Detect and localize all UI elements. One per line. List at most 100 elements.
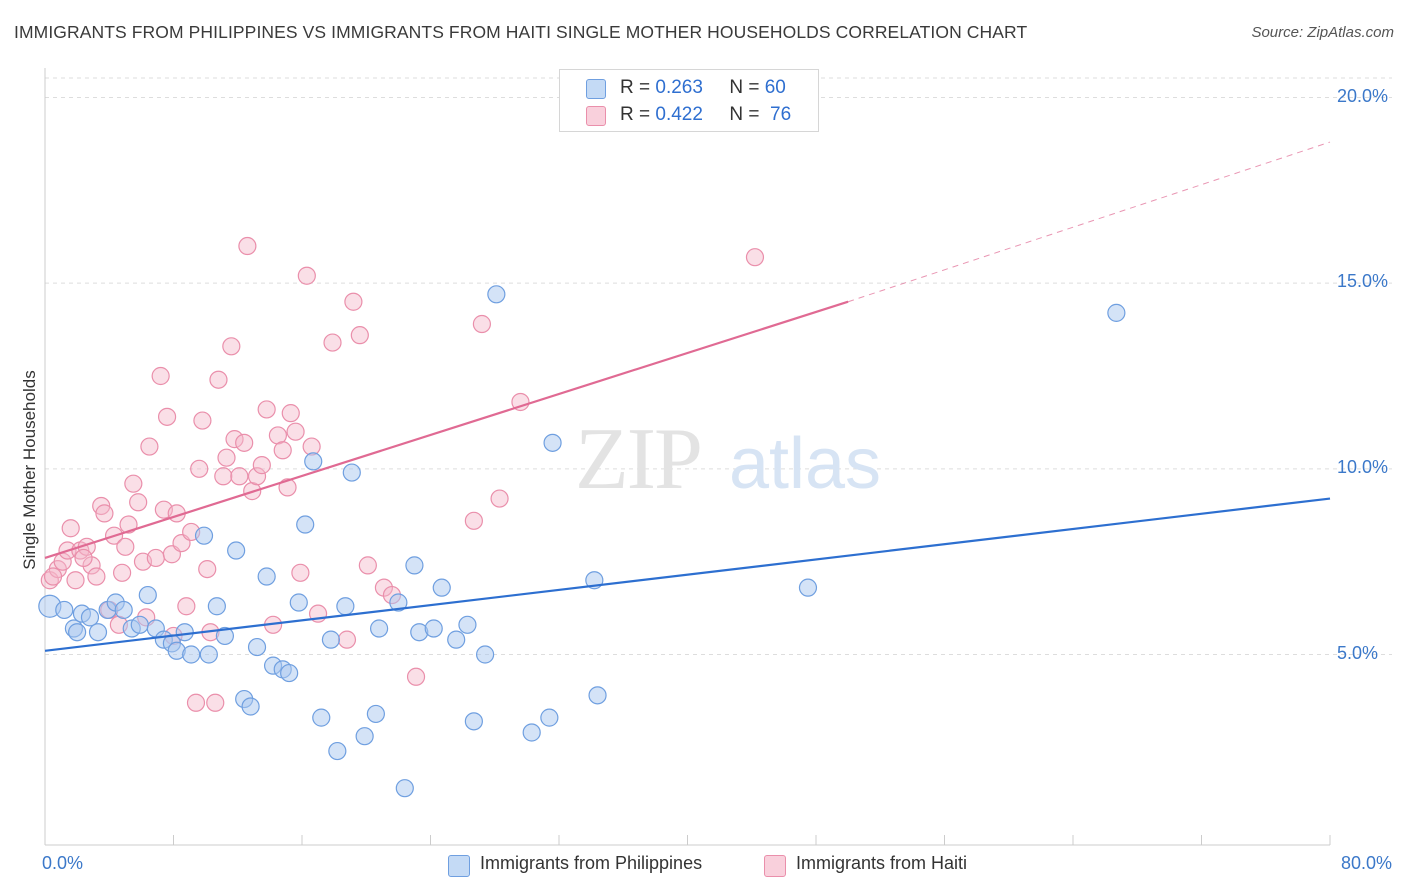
haiti-point (358, 556, 377, 575)
haiti-point (43, 567, 63, 586)
x-tick-label: 0.0% (42, 853, 84, 873)
legend-swatch-philippines (586, 79, 606, 99)
haiti-point (198, 559, 217, 579)
philippines-point (432, 578, 451, 597)
haiti-point (116, 537, 135, 556)
philippines-point (464, 712, 483, 731)
philippines-point (296, 515, 315, 534)
philippines-point (424, 619, 443, 638)
haiti-point (129, 493, 148, 512)
haiti-point (157, 407, 177, 426)
grid-layer (45, 77, 1392, 655)
haiti-point (146, 548, 165, 568)
philippines-point (114, 600, 133, 620)
philippines-point (342, 463, 361, 482)
haiti-point (151, 366, 170, 386)
haiti-point (214, 467, 233, 486)
y-tick-label: 10.0% (1337, 456, 1389, 477)
haiti-trend-extension (847, 141, 1331, 303)
correlation-legend: R = 0.263 N = 60 R = 0.422 N = 76 (559, 69, 819, 132)
haiti-point (95, 504, 114, 523)
philippines-point (336, 597, 355, 616)
philippines-point (543, 433, 562, 452)
philippines-point (175, 623, 194, 642)
legend-r-haiti: 0.422 (655, 104, 703, 125)
haiti-point (278, 478, 297, 497)
philippines-point (280, 663, 299, 683)
haiti-point (745, 248, 765, 267)
philippines-point (88, 623, 108, 642)
haiti-trend-line (44, 300, 849, 560)
philippines-point (55, 600, 74, 620)
philippines-trend-line (44, 497, 1331, 652)
chart-title: IMMIGRANTS FROM PHILIPPINES VS IMMIGRANT… (14, 22, 1028, 42)
legend-r-philippines: 0.263 (655, 77, 703, 98)
philippines-point (247, 637, 267, 657)
source-label: Source: ZipAtlas.com (1251, 24, 1394, 41)
haiti-point (190, 459, 209, 478)
haiti-point (472, 314, 491, 334)
philippines-point (130, 615, 149, 634)
haiti-point (252, 456, 271, 475)
series-name-haiti: Immigrants from Haiti (796, 853, 968, 873)
haiti-point (286, 422, 305, 441)
haiti-point (235, 433, 254, 452)
haiti-point (225, 430, 244, 449)
philippines-point (199, 645, 218, 664)
haiti-point (230, 467, 249, 486)
watermark: ZIP atlas (575, 411, 881, 508)
trend-lines (44, 141, 1331, 652)
philippines-point (355, 727, 374, 746)
haiti-point (297, 266, 316, 285)
haiti-point (511, 392, 530, 412)
haiti-point (61, 519, 80, 538)
haiti-point (193, 411, 212, 430)
philippines-point (476, 645, 495, 664)
haiti-point (124, 474, 143, 493)
philippines-point (1107, 303, 1126, 322)
series-legend: Immigrants from Philippines Immigrants f… (0, 852, 1406, 878)
haiti-point (323, 333, 342, 352)
philippines-point (366, 704, 385, 724)
legend-r-label: R = (620, 77, 651, 98)
y-tick-label: 20.0% (1337, 85, 1389, 106)
philippines-point (80, 608, 100, 627)
philippines-point (447, 630, 466, 649)
legend-swatch-haiti (586, 106, 606, 126)
philippines-point (321, 630, 341, 649)
series-swatch-haiti (764, 855, 786, 877)
y-tick-label: 5.0% (1337, 642, 1379, 663)
legend-n-label: N = (729, 104, 760, 125)
haiti-point (222, 337, 241, 356)
philippines-point (215, 626, 234, 646)
haiti-point (464, 511, 483, 530)
haiti-point (291, 563, 310, 582)
y-axis-label: Single Mother Households (20, 370, 39, 570)
philippines-point (241, 697, 260, 716)
haiti-point (209, 370, 228, 389)
x-tick-label: 80.0% (1340, 853, 1392, 873)
philippines-point (389, 593, 408, 612)
philippines-points (38, 285, 1126, 798)
haiti-point (217, 448, 236, 467)
haiti-point (238, 236, 257, 256)
philippines-point (138, 585, 157, 605)
series-swatch-philippines (448, 855, 470, 877)
haiti-point (337, 630, 357, 649)
philippines-point (328, 741, 347, 761)
haiti-point (344, 292, 363, 311)
haiti-point (247, 467, 267, 486)
axis-layer (44, 68, 1331, 846)
watermark-zip: ZIP (575, 411, 701, 508)
philippines-point (405, 556, 424, 575)
philippines-point (182, 645, 201, 664)
philippines-point (227, 541, 246, 560)
haiti-point (186, 693, 206, 712)
philippines-point (68, 623, 87, 642)
philippines-point (257, 567, 276, 586)
philippines-point (458, 615, 477, 634)
philippines-point (522, 723, 541, 742)
haiti-point (406, 667, 426, 686)
haiti-point (273, 441, 292, 460)
